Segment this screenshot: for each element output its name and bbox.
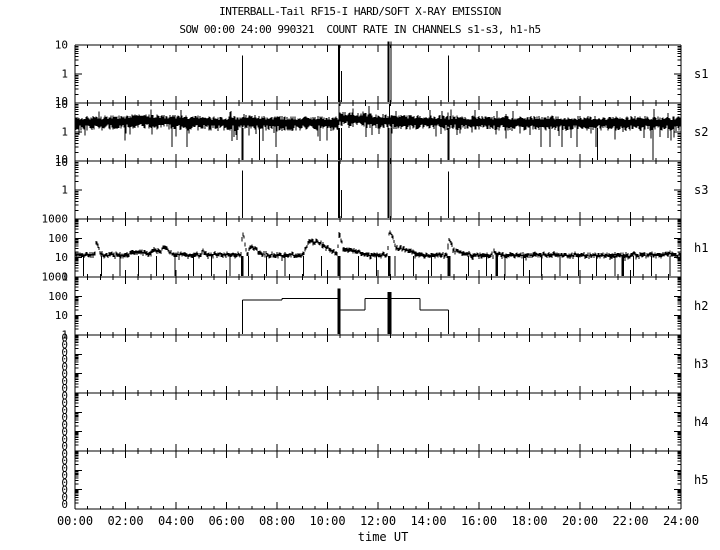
svg-text:0: 0 xyxy=(61,375,68,388)
svg-text:0: 0 xyxy=(61,440,68,453)
svg-text:10: 10 xyxy=(55,39,68,52)
svg-text:10: 10 xyxy=(55,98,68,111)
svg-text:10: 10 xyxy=(55,153,68,166)
panel-h2-data xyxy=(241,288,450,334)
svg-text:10: 10 xyxy=(55,95,68,108)
plot-subtitle: SOW 00:00 24:00 990321 COUNT RATE IN CHA… xyxy=(179,23,541,36)
svg-text:10: 10 xyxy=(55,251,68,264)
svg-text:0: 0 xyxy=(61,498,68,511)
svg-text:0: 0 xyxy=(61,368,68,381)
svg-text:00:00: 00:00 xyxy=(57,514,93,528)
svg-text:02:00: 02:00 xyxy=(107,514,143,528)
svg-text:0: 0 xyxy=(61,346,68,359)
panel-s3-data xyxy=(241,158,450,218)
svg-text:10:00: 10:00 xyxy=(309,514,345,528)
svg-text:0: 0 xyxy=(61,469,68,482)
svg-text:1: 1 xyxy=(61,126,68,139)
svg-text:10: 10 xyxy=(55,156,68,169)
svg-text:0: 0 xyxy=(61,389,68,402)
svg-text:0: 0 xyxy=(61,397,68,410)
svg-text:h5: h5 xyxy=(694,473,708,487)
svg-text:100: 100 xyxy=(48,290,68,303)
svg-text:0: 0 xyxy=(61,462,68,475)
svg-text:0: 0 xyxy=(61,433,68,446)
svg-text:h2: h2 xyxy=(694,299,708,313)
svg-text:time UT: time UT xyxy=(358,530,409,544)
svg-text:10: 10 xyxy=(55,309,68,322)
svg-text:0: 0 xyxy=(61,447,68,460)
panel-s1-data xyxy=(241,41,450,102)
svg-text:0: 0 xyxy=(61,484,68,497)
svg-text:08:00: 08:00 xyxy=(259,514,295,528)
svg-text:0: 0 xyxy=(61,404,68,417)
plot-title: INTERBALL-Tail RF15-I HARD/SOFT X-RAY EM… xyxy=(219,5,501,18)
svg-text:14:00: 14:00 xyxy=(410,514,446,528)
svg-text:0: 0 xyxy=(61,491,68,504)
svg-text:0: 0 xyxy=(61,353,68,366)
svg-text:24:00: 24:00 xyxy=(663,514,699,528)
svg-text:0: 0 xyxy=(61,455,68,468)
svg-text:1: 1 xyxy=(61,184,68,197)
panel-s2-data xyxy=(75,104,681,160)
svg-text:h1: h1 xyxy=(694,241,708,255)
svg-text:12:00: 12:00 xyxy=(360,514,396,528)
svg-text:16:00: 16:00 xyxy=(461,514,497,528)
svg-text:h3: h3 xyxy=(694,357,708,371)
svg-text:100: 100 xyxy=(48,232,68,245)
svg-text:0: 0 xyxy=(61,360,68,373)
svg-text:0: 0 xyxy=(61,476,68,489)
svg-text:1000: 1000 xyxy=(42,213,69,226)
panel-h1-data xyxy=(75,230,681,276)
svg-text:1: 1 xyxy=(61,329,68,342)
svg-text:18:00: 18:00 xyxy=(511,514,547,528)
svg-text:0: 0 xyxy=(61,426,68,439)
svg-text:22:00: 22:00 xyxy=(612,514,648,528)
svg-text:s3: s3 xyxy=(694,183,708,197)
svg-text:1: 1 xyxy=(61,68,68,81)
svg-text:h4: h4 xyxy=(694,415,708,429)
svg-text:0: 0 xyxy=(61,331,68,344)
plot-axes xyxy=(74,44,682,510)
svg-text:06:00: 06:00 xyxy=(208,514,244,528)
svg-text:0: 0 xyxy=(61,411,68,424)
svg-text:0: 0 xyxy=(61,339,68,352)
svg-text:0: 0 xyxy=(61,418,68,431)
svg-text:04:00: 04:00 xyxy=(158,514,194,528)
svg-text:0: 0 xyxy=(61,382,68,395)
svg-text:1000: 1000 xyxy=(42,271,69,284)
svg-text:20:00: 20:00 xyxy=(562,514,598,528)
svg-text:1: 1 xyxy=(61,271,68,284)
svg-text:s1: s1 xyxy=(694,67,708,81)
svg-text:s2: s2 xyxy=(694,125,708,139)
